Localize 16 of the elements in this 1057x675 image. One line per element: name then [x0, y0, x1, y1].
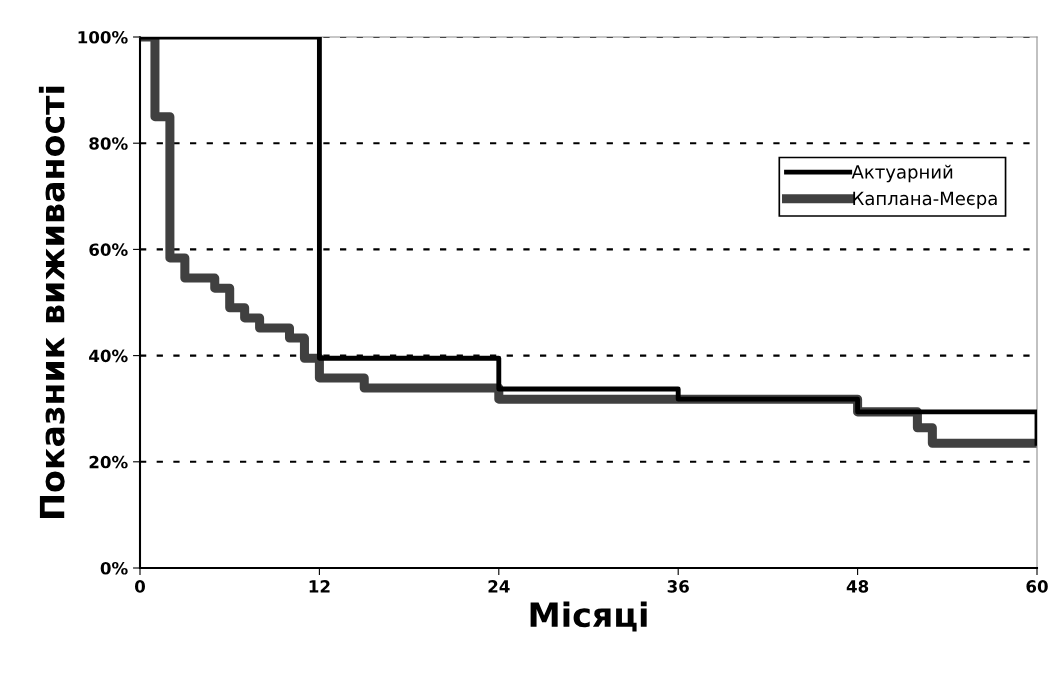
y-tick-label: 0% [100, 561, 128, 575]
x-tick-label: 60 [1026, 580, 1048, 593]
legend-label: Актуарний [851, 164, 953, 183]
x-tick-label: 36 [667, 580, 689, 593]
y-tick-label: 40% [89, 349, 128, 363]
x-tick-label: 0 [135, 580, 145, 593]
x-axis-title: Місяці [530, 601, 647, 632]
x-tick-label: 24 [488, 580, 510, 593]
y-tick-label: 20% [89, 455, 128, 469]
y-tick-label: 100% [78, 30, 128, 44]
x-tick-label: 48 [846, 580, 869, 593]
x-tick-label: 12 [309, 580, 330, 593]
y-tick-label: 60% [89, 243, 128, 256]
legend-label: Каплана-Меєра [853, 191, 997, 209]
y-tick-label: 80% [89, 137, 128, 150]
y-axis-title: Показник виживаності [38, 86, 65, 518]
